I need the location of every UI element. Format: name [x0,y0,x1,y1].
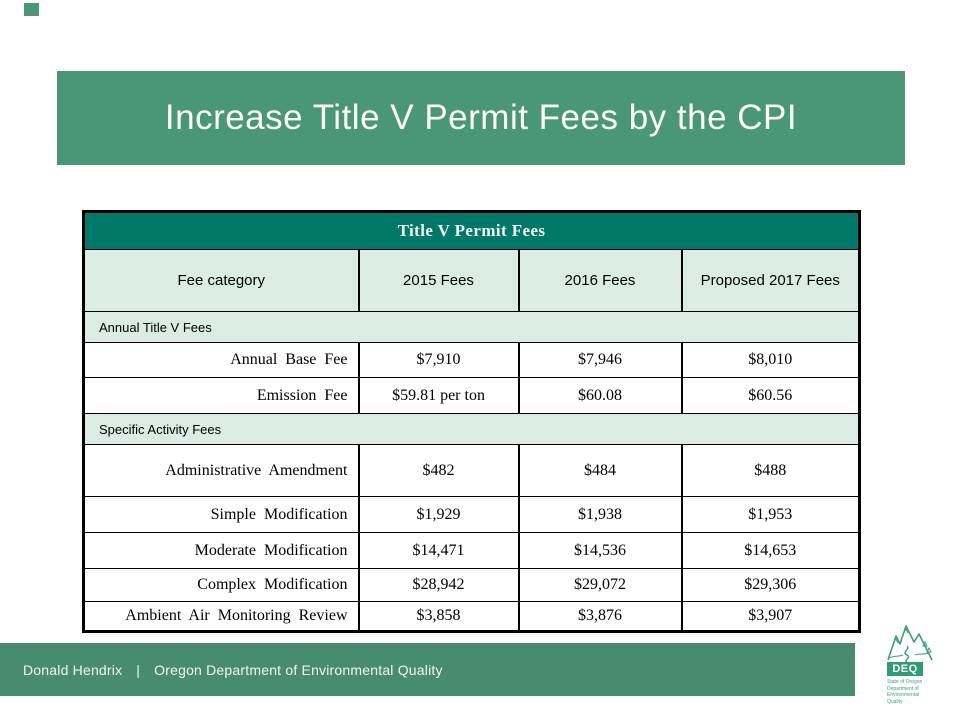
fee-2017-cell: $3,907 [680,601,861,632]
table-title: Title V Permit Fees [82,211,861,250]
section-label: Specific Activity Fees [82,413,861,445]
deq-logo-acronym: DEQ [892,663,918,675]
deq-logo-landscape-icon [887,625,933,662]
fee-2017-cell: $60.56 [680,377,861,414]
fee-category-cell: Annual Base Fee [82,342,360,378]
fee-2015-cell: $482 [357,444,520,497]
corner-accent-square [24,3,39,16]
fee-2015-cell: $7,910 [357,342,520,378]
deq-logo-box: DEQ [887,662,923,676]
table-row-annual-base-fee: Annual Base Fee $7,910 $7,946 $8,010 [82,342,861,378]
fee-2016-cell: $3,876 [517,601,683,632]
fee-2017-cell: $14,653 [680,532,861,569]
section-header-specific-activity-fees: Specific Activity Fees [82,413,861,445]
table-row-simple-modification: Simple Modification $1,929 $1,938 $1,953 [82,496,861,533]
section-header-annual-title-v-fees: Annual Title V Fees [82,311,861,343]
fee-2015-cell: $28,942 [357,568,520,602]
fee-2015-cell: $14,471 [357,532,520,569]
fee-2016-cell: $29,072 [517,568,683,602]
section-label: Annual Title V Fees [82,311,861,343]
table-row-moderate-modification: Moderate Modification $14,471 $14,536 $1… [82,532,861,569]
fee-category-cell: Ambient Air Monitoring Review [82,601,360,632]
slide-title-banner: Increase Title V Permit Fees by the CPI [57,71,905,165]
fee-category-cell: Complex Modification [82,568,360,602]
table-row-ambient-air-monitoring-review: Ambient Air Monitoring Review $3,858 $3,… [82,601,861,632]
fee-2016-cell: $60.08 [517,377,683,414]
fee-2016-cell: $484 [517,444,683,497]
fee-category-cell: Moderate Modification [82,532,360,569]
fee-2016-cell: $7,946 [517,342,683,378]
deq-logo-caption: State of Oregon Department of Environmen… [887,679,923,705]
fee-category-cell: Emission Fee [82,377,360,414]
fee-2017-cell: $1,953 [680,496,861,533]
fee-category-cell: Administrative Amendment [82,444,360,497]
fee-2017-cell: $29,306 [680,568,861,602]
fee-2015-cell: $59.81 per ton [357,377,520,414]
table-row-emission-fee: Emission Fee $59.81 per ton $60.08 $60.5… [82,377,861,414]
footer-separator: | [136,661,141,678]
footer-organization: Oregon Department of Environmental Quali… [154,661,443,678]
fee-category-cell: Simple Modification [82,496,360,533]
column-header-row: Fee category 2015 Fees 2016 Fees Propose… [82,249,861,312]
fee-2016-cell: $14,536 [517,532,683,569]
slide-title: Increase Title V Permit Fees by the CPI [164,98,798,137]
column-header-proposed-2017-fees: Proposed 2017 Fees [680,249,861,312]
table-row-administrative-amendment: Administrative Amendment $482 $484 $488 [82,444,861,497]
fee-2017-cell: $8,010 [680,342,861,378]
fee-2015-cell: $3,858 [357,601,520,632]
column-header-2016-fees: 2016 Fees [517,249,683,312]
fee-table: Title V Permit Fees Fee category 2015 Fe… [82,210,861,633]
fee-2017-cell: $488 [680,444,861,497]
table-title-row: Title V Permit Fees [82,211,861,250]
table-row-complex-modification: Complex Modification $28,942 $29,072 $29… [82,568,861,602]
deq-logo: DEQ State of Oregon Department of Enviro… [884,622,938,705]
footer-banner: Donald Hendrix | Oregon Department of En… [0,643,855,696]
footer-author: Donald Hendrix [23,661,123,678]
fee-2015-cell: $1,929 [357,496,520,533]
fee-2016-cell: $1,938 [517,496,683,533]
column-header-fee-category: Fee category [82,249,360,312]
column-header-2015-fees: 2015 Fees [357,249,520,312]
